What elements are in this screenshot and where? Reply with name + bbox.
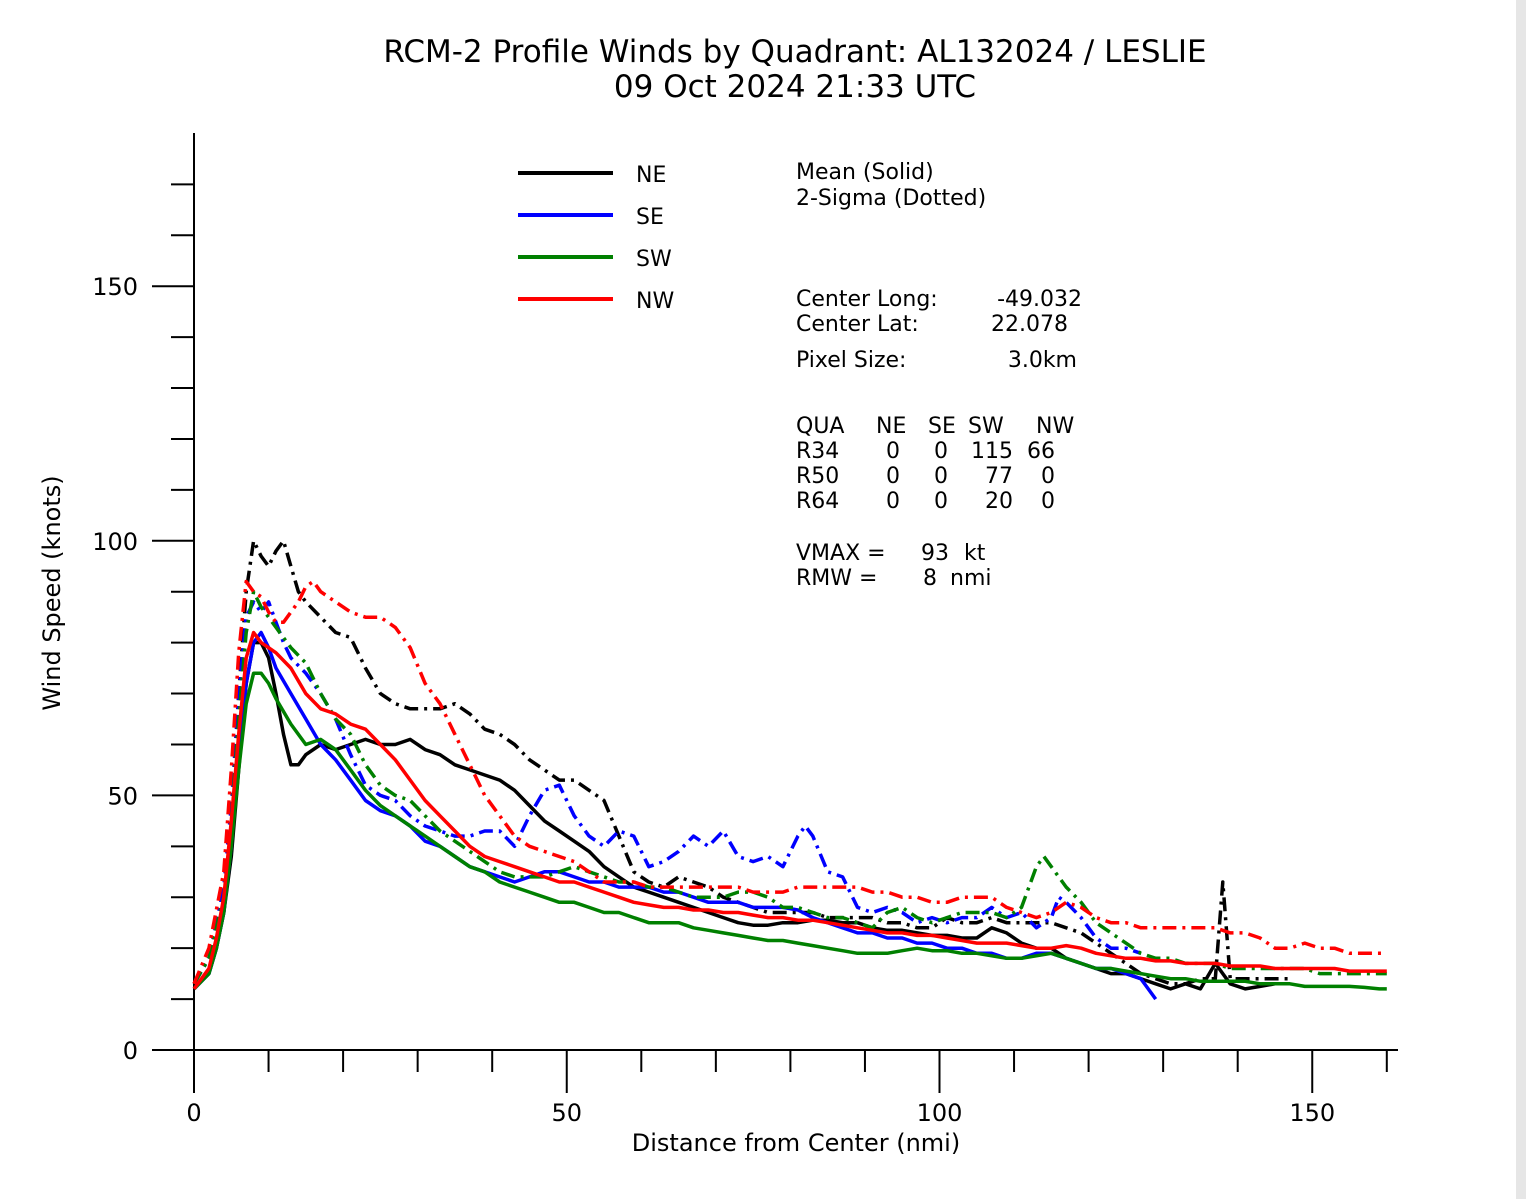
y-axis-title: Wind Speed (knots) xyxy=(38,475,66,710)
radii-header-cell: SW xyxy=(968,414,1004,439)
radii-cell: 0 xyxy=(1041,489,1055,514)
mean-note: Mean (Solid) xyxy=(796,160,934,185)
series-se-two-sigma xyxy=(192,600,1142,985)
legend-label-se: SE xyxy=(636,205,664,230)
legend-label-ne: NE xyxy=(636,163,666,188)
radii-cell: 0 xyxy=(886,464,900,489)
radii-cell: 0 xyxy=(886,439,900,464)
radii-header-cell: QUA xyxy=(796,414,844,439)
x-tick-label: 100 xyxy=(917,1099,963,1127)
center-lat-label: Center Lat: xyxy=(796,312,919,337)
x-tick-label: 150 xyxy=(1289,1099,1335,1127)
radii-header-cell: NE xyxy=(876,414,906,439)
y-tick-label: 50 xyxy=(107,782,138,810)
y-tick-label: 150 xyxy=(92,273,138,301)
center-long-value: -49.032 xyxy=(997,287,1082,312)
right-edge-strip xyxy=(1516,0,1526,1199)
series-layer xyxy=(192,539,1387,1001)
axes: 0 50 100 150 0 50 100 150 xyxy=(92,133,1398,1127)
series-nw-mean xyxy=(192,630,1387,990)
legend-label-nw: NW xyxy=(636,289,674,314)
series-sw-mean xyxy=(192,671,1387,991)
radii-cell: 0 xyxy=(1041,464,1055,489)
radii-cell: R64 xyxy=(796,489,839,514)
radii-cell: 66 xyxy=(1027,439,1055,464)
info-panel: Mean (Solid) 2-Sigma (Dotted) Center Lon… xyxy=(796,160,1082,591)
chart-title: RCM-2 Profile Winds by Quadrant: AL13202… xyxy=(383,34,1206,70)
radii-cell: 0 xyxy=(886,489,900,514)
radii-cell: R34 xyxy=(796,439,839,464)
pixel-size-label: Pixel Size: xyxy=(796,348,906,373)
legend-label-sw: SW xyxy=(636,247,672,272)
vmax-label: VMAX = xyxy=(796,541,886,566)
legend: NE SE SW NW xyxy=(518,163,674,314)
radii-cell: R50 xyxy=(796,464,839,489)
y-tick-label: 100 xyxy=(92,528,138,556)
radii-cell: 0 xyxy=(934,464,948,489)
series-ne-two-sigma xyxy=(192,539,1290,986)
pixel-size-value: 3.0km xyxy=(1008,348,1077,373)
radii-cell: 77 xyxy=(985,464,1013,489)
center-lat-value: 22.078 xyxy=(991,312,1068,337)
chart-subtitle: 09 Oct 2024 21:33 UTC xyxy=(614,69,976,105)
x-axis-title: Distance from Center (nmi) xyxy=(632,1129,960,1157)
x-tick-label: 0 xyxy=(186,1099,201,1127)
y-tick-label: 0 xyxy=(123,1037,138,1065)
radii-header-cell: NW xyxy=(1036,414,1074,439)
series-nw-two-sigma xyxy=(192,579,1387,985)
radii-cell: 115 xyxy=(971,439,1013,464)
series-sw-two-sigma xyxy=(192,589,1387,985)
radii-cell: 0 xyxy=(934,439,948,464)
x-tick-label: 50 xyxy=(551,1099,582,1127)
center-long-label: Center Long: xyxy=(796,287,938,312)
rmw-value: 8 xyxy=(923,566,937,591)
vmax-value: 93 xyxy=(921,541,949,566)
radii-cell: 20 xyxy=(985,489,1013,514)
radii-header-cell: SE xyxy=(928,414,956,439)
sigma-note: 2-Sigma (Dotted) xyxy=(796,186,986,211)
rmw-label: RMW = xyxy=(796,566,877,591)
radii-cell: 0 xyxy=(934,489,948,514)
vmax-unit: kt xyxy=(964,541,986,566)
rmw-unit: nmi xyxy=(950,566,992,591)
